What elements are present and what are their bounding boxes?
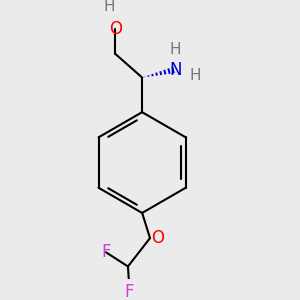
- Text: O: O: [152, 229, 164, 247]
- Text: N: N: [169, 61, 182, 79]
- Text: H: H: [103, 0, 115, 14]
- Text: F: F: [125, 283, 134, 300]
- Text: H: H: [190, 68, 201, 83]
- Text: O: O: [109, 20, 122, 38]
- Text: H: H: [169, 42, 181, 57]
- Text: F: F: [101, 243, 111, 261]
